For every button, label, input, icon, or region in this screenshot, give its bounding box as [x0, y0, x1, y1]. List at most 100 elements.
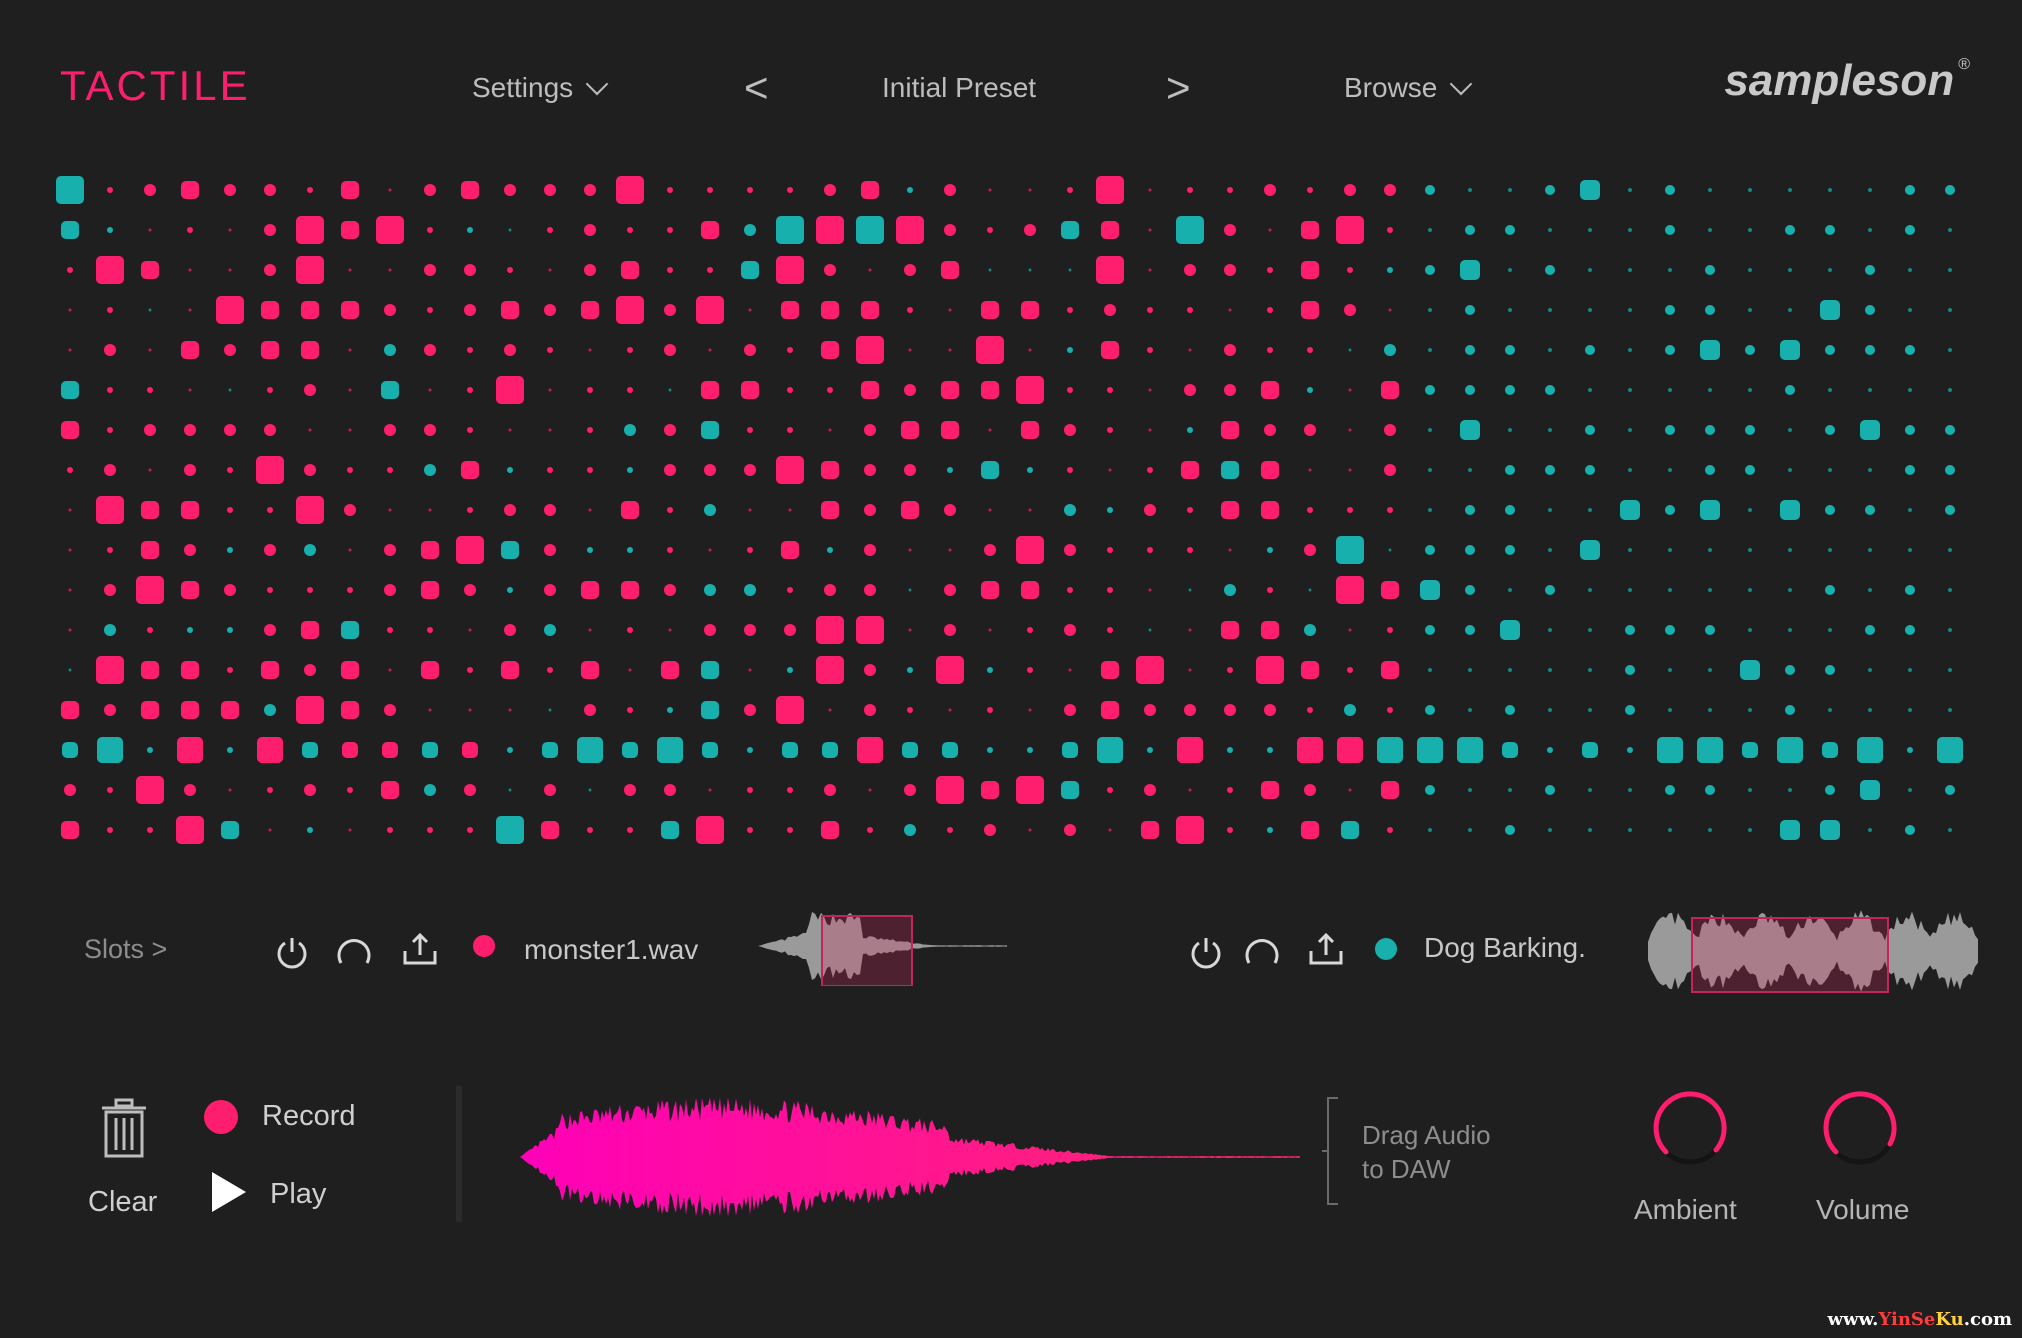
grid-pad[interactable]: [1187, 187, 1193, 193]
grid-pad[interactable]: [1425, 265, 1435, 275]
grid-pad[interactable]: [308, 428, 312, 432]
grid-pad[interactable]: [941, 381, 959, 399]
grid-pad[interactable]: [1468, 188, 1472, 192]
grid-pad[interactable]: [864, 424, 876, 436]
grid-pad[interactable]: [1508, 668, 1512, 672]
grid-pad[interactable]: [467, 427, 473, 433]
grid-pad[interactable]: [907, 707, 913, 713]
grid-pad[interactable]: [1588, 668, 1592, 672]
grid-pad[interactable]: [468, 628, 472, 632]
grid-pad[interactable]: [624, 784, 636, 796]
grid-pad[interactable]: [1384, 424, 1396, 436]
grid-pad[interactable]: [1705, 625, 1715, 635]
grid-pad[interactable]: [424, 424, 436, 436]
grid-pad[interactable]: [1348, 348, 1352, 352]
grid-pad[interactable]: [1788, 308, 1792, 312]
grid-pad[interactable]: [584, 184, 596, 196]
grid-pad[interactable]: [1224, 584, 1236, 596]
grid-pad[interactable]: [1064, 704, 1076, 716]
grid-pad[interactable]: [1381, 581, 1399, 599]
grid-pad[interactable]: [181, 341, 199, 359]
grid-pad[interactable]: [667, 547, 673, 553]
grid-pad[interactable]: [104, 704, 116, 716]
grid-pad[interactable]: [776, 456, 804, 484]
grid-pad[interactable]: [584, 264, 596, 276]
grid-pad[interactable]: [627, 227, 633, 233]
grid-pad[interactable]: [776, 216, 804, 244]
grid-pad[interactable]: [1107, 627, 1113, 633]
grid-pad[interactable]: [987, 227, 993, 233]
grid-pad[interactable]: [61, 221, 79, 239]
grid-pad[interactable]: [1425, 625, 1435, 635]
grid-pad[interactable]: [1745, 345, 1755, 355]
grid-pad[interactable]: [1428, 468, 1432, 472]
grid-pad[interactable]: [1188, 668, 1192, 672]
grid-pad[interactable]: [61, 821, 79, 839]
grid-pad[interactable]: [387, 827, 393, 833]
grid-pad[interactable]: [1256, 656, 1284, 684]
grid-pad[interactable]: [56, 176, 84, 204]
grid-pad[interactable]: [427, 307, 433, 313]
grid-pad[interactable]: [941, 261, 959, 279]
grid-pad[interactable]: [1825, 345, 1835, 355]
grid-pad[interactable]: [861, 301, 879, 319]
grid-pad[interactable]: [68, 548, 72, 552]
grid-pad[interactable]: [467, 347, 473, 353]
grid-pad[interactable]: [1548, 628, 1552, 632]
grid-pad[interactable]: [221, 701, 239, 719]
grid-pad[interactable]: [1028, 268, 1032, 272]
grid-pad[interactable]: [1304, 784, 1316, 796]
grid-pad[interactable]: [1948, 268, 1952, 272]
grid-pad[interactable]: [1377, 737, 1403, 763]
grid-pad[interactable]: [508, 228, 512, 232]
slot2-power-button[interactable]: [1186, 932, 1226, 972]
grid-pad[interactable]: [667, 187, 673, 193]
grid-pad[interactable]: [544, 624, 556, 636]
grid-pad[interactable]: [828, 428, 832, 432]
grid-pad[interactable]: [667, 267, 673, 273]
grid-pad[interactable]: [868, 788, 872, 792]
grid-pad[interactable]: [1348, 468, 1352, 472]
grid-pad[interactable]: [1468, 668, 1472, 672]
browse-menu[interactable]: Browse: [1344, 72, 1473, 104]
grid-pad[interactable]: [1548, 668, 1552, 672]
grid-pad[interactable]: [547, 227, 553, 233]
grid-pad[interactable]: [468, 708, 472, 712]
grid-pad[interactable]: [1545, 785, 1555, 795]
grid-pad[interactable]: [707, 267, 713, 273]
record-button[interactable]: Record: [262, 1100, 356, 1132]
grid-pad[interactable]: [1905, 425, 1915, 435]
grid-pad[interactable]: [1428, 508, 1432, 512]
grid-pad[interactable]: [1908, 268, 1912, 272]
grid-pad[interactable]: [1580, 180, 1600, 200]
grid-pad[interactable]: [1548, 228, 1552, 232]
grid-pad[interactable]: [1780, 340, 1800, 360]
grid-pad[interactable]: [1176, 816, 1204, 844]
grid-pad[interactable]: [1468, 828, 1472, 832]
grid-pad[interactable]: [1508, 428, 1512, 432]
grid-pad[interactable]: [1428, 228, 1432, 232]
grid-pad[interactable]: [184, 784, 196, 796]
grid-pad[interactable]: [462, 742, 478, 758]
grid-pad[interactable]: [1948, 388, 1952, 392]
grid-pad[interactable]: [902, 742, 918, 758]
grid-pad[interactable]: [504, 624, 516, 636]
grid-pad[interactable]: [104, 624, 116, 636]
grid-pad[interactable]: [504, 344, 516, 356]
grid-pad[interactable]: [1024, 224, 1036, 236]
grid-pad[interactable]: [816, 616, 844, 644]
grid-pad[interactable]: [1668, 828, 1672, 832]
grid-pad[interactable]: [1708, 588, 1712, 592]
grid-pad[interactable]: [787, 667, 793, 673]
grid-pad[interactable]: [541, 821, 559, 839]
grid-pad[interactable]: [1508, 268, 1512, 272]
settings-menu[interactable]: Settings: [472, 72, 609, 104]
grid-pad[interactable]: [1097, 737, 1123, 763]
grid-pad[interactable]: [1428, 668, 1432, 672]
grid-pad[interactable]: [1384, 184, 1396, 196]
grid-pad[interactable]: [1028, 828, 1032, 832]
grid-pad[interactable]: [1096, 176, 1124, 204]
grid-pad[interactable]: [301, 341, 319, 359]
grid-pad[interactable]: [1627, 747, 1633, 753]
grid-pad[interactable]: [388, 508, 392, 512]
